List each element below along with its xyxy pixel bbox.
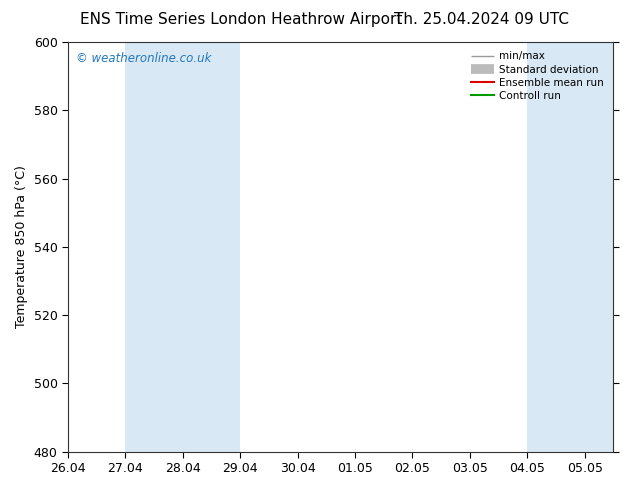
Legend: min/max, Standard deviation, Ensemble mean run, Controll run: min/max, Standard deviation, Ensemble me…	[467, 47, 608, 105]
Bar	[183, 42, 240, 452]
Bar	[126, 42, 183, 452]
Bar	[527, 42, 585, 452]
Bar	[585, 42, 614, 452]
Text: © weatheronline.co.uk: © weatheronline.co.uk	[76, 52, 212, 65]
Text: ENS Time Series London Heathrow Airport: ENS Time Series London Heathrow Airport	[80, 12, 402, 27]
Text: Th. 25.04.2024 09 UTC: Th. 25.04.2024 09 UTC	[394, 12, 569, 27]
Y-axis label: Temperature 850 hPa (°C): Temperature 850 hPa (°C)	[15, 166, 28, 328]
